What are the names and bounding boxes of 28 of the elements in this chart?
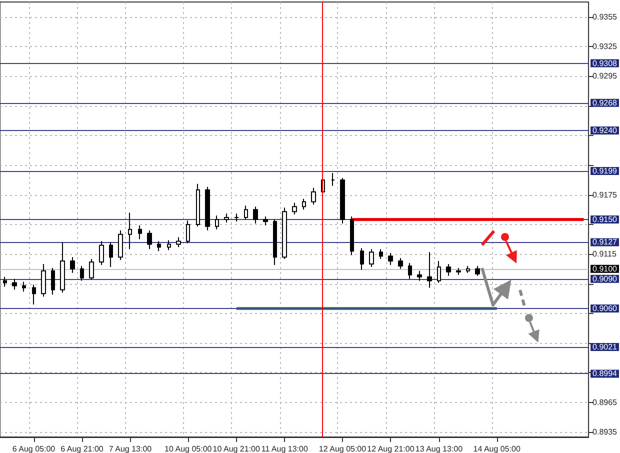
- x-tick-label: 12 Aug 21:00: [367, 444, 415, 453]
- x-tick-label: 11 Aug 13:00: [261, 444, 308, 453]
- y-tick-label: 0.8935: [592, 428, 618, 437]
- y-tick-label: 0.9115: [592, 250, 617, 259]
- y-tick-label: 0.8965: [592, 398, 618, 407]
- y-tick-label: 0.9355: [592, 12, 618, 22]
- ref-line-label: 0.9199: [592, 166, 618, 176]
- y-tick-label: 0.9175: [592, 190, 618, 200]
- y-tick-label: 0.9325: [592, 42, 618, 51]
- ref-line-label: 0.9060: [592, 304, 618, 313]
- x-tick-label: 10 Aug 21:00: [212, 444, 261, 453]
- ref-line-label: 0.9150: [592, 215, 618, 224]
- ref-line-label: 0.9268: [592, 98, 618, 108]
- x-tick-label: 7 Aug 13:00: [108, 444, 152, 453]
- y-tick-label: 0.9295: [592, 72, 618, 81]
- x-tick-label: 14 Aug 05:00: [473, 444, 522, 453]
- ref-line-label: 0.9100: [592, 264, 618, 274]
- x-tick-label: 10 Aug 05:00: [164, 444, 212, 453]
- x-tick-label: 6 Aug 21:00: [60, 444, 104, 453]
- ref-line-label: 0.9090: [592, 274, 618, 284]
- ref-line-label: 0.9308: [592, 58, 618, 68]
- ref-line-label: 0.9240: [592, 126, 618, 136]
- ref-line-label: 0.9127: [592, 238, 618, 247]
- x-tick-label: 13 Aug 13:00: [415, 444, 464, 453]
- ref-line-label: 0.9021: [592, 342, 618, 352]
- x-tick-label: 12 Aug 05:00: [318, 444, 367, 453]
- ref-line-label: 0.8994: [592, 369, 618, 378]
- x-tick-label: 6 Aug 05:00: [12, 444, 56, 453]
